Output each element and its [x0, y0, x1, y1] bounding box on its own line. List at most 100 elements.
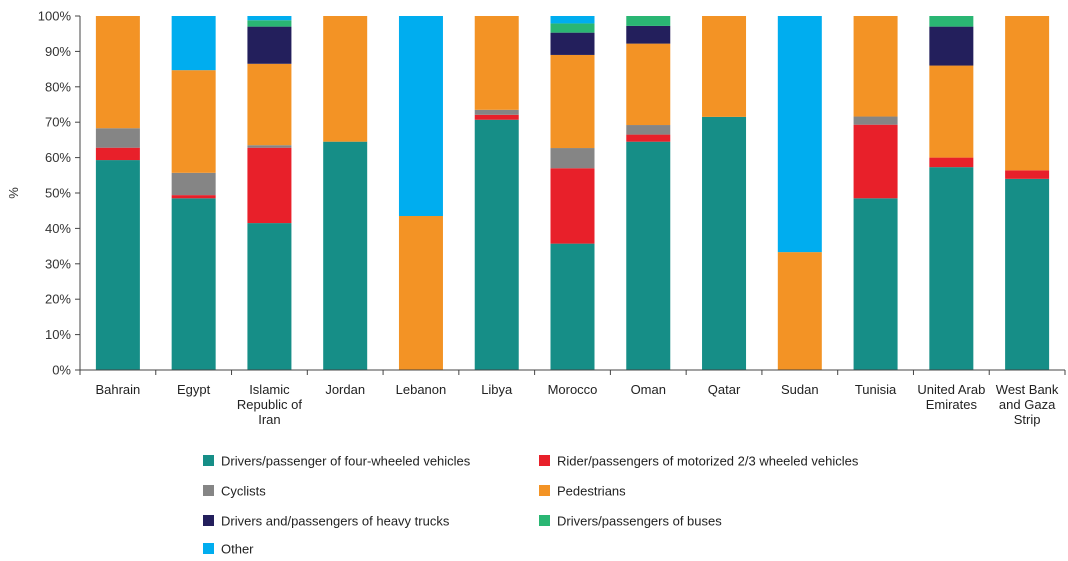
- y-tick-label: 40%: [45, 221, 71, 236]
- x-tick-label-line: Sudan: [781, 382, 819, 397]
- x-tick-label: United Arab Emirates: [917, 382, 985, 412]
- legend-label: Other: [221, 542, 254, 557]
- x-tick-label-line: Qatar: [708, 382, 741, 397]
- x-tick-label: Egypt: [177, 382, 211, 397]
- bar-segment: [853, 198, 898, 370]
- legend: Drivers/passenger of four-wheeled vehicl…: [203, 454, 859, 557]
- bar-segment: [247, 223, 292, 370]
- legend-item: Cyclists: [203, 484, 266, 499]
- x-tick-label-line: United Arab: [917, 382, 985, 397]
- bar-segment: [398, 16, 443, 217]
- legend-swatch: [539, 515, 550, 526]
- y-tick-label: 30%: [45, 256, 71, 271]
- bar-segment: [550, 16, 595, 24]
- bar-segment: [95, 147, 140, 161]
- x-axis-labels: Bahrain Egypt Islamic Republic of Iran Jordan…: [79, 370, 1066, 427]
- bar-segment: [929, 16, 974, 27]
- bar-segment: [171, 198, 216, 370]
- bar-segment: [398, 216, 443, 370]
- x-tick-label-line: Oman: [631, 382, 666, 397]
- bar-segment: [247, 145, 292, 148]
- bar-segment: [247, 20, 292, 27]
- legend-item: Other: [203, 542, 254, 557]
- bar-segment: [171, 70, 216, 173]
- legend-item: Rider/passengers of motorized 2/3 wheele…: [539, 454, 859, 469]
- y-tick-label: 70%: [45, 115, 71, 130]
- legend-label: Drivers and/passengers of heavy trucks: [221, 514, 450, 529]
- bar-segment: [1005, 178, 1050, 370]
- x-tick-label-line: Tunisia: [855, 382, 897, 397]
- x-tick-label-line: and Gaza: [999, 397, 1056, 412]
- bar-segment: [323, 141, 368, 370]
- y-tick-label: 60%: [45, 150, 71, 165]
- x-tick-label-line: Islamic: [249, 382, 290, 397]
- x-tick-label: Jordan: [325, 382, 365, 397]
- legend-label: Cyclists: [221, 484, 266, 499]
- x-tick-label: Oman: [631, 382, 666, 397]
- bar-segment: [626, 134, 671, 142]
- bar-segment: [929, 157, 974, 168]
- bar-segment: [550, 54, 595, 149]
- bar-segment: [550, 148, 595, 169]
- x-tick-label-line: Strip: [1014, 412, 1041, 427]
- x-tick-label: Tunisia: [855, 382, 897, 397]
- bar-segment: [247, 26, 292, 64]
- bars: [95, 16, 1050, 370]
- x-tick-label-line: Emirates: [926, 397, 978, 412]
- y-tick-label: 10%: [45, 327, 71, 342]
- legend-label: Rider/passengers of motorized 2/3 wheele…: [557, 454, 859, 469]
- bar-segment: [171, 16, 216, 71]
- bar-segment: [929, 167, 974, 370]
- legend-label: Drivers/passengers of buses: [557, 514, 722, 529]
- bar-segment: [777, 252, 822, 370]
- bar-segment: [626, 141, 671, 370]
- y-tick-label: 50%: [45, 186, 71, 201]
- legend-item: Pedestrians: [539, 484, 626, 499]
- bar-segment: [1005, 170, 1050, 179]
- bar-segment: [929, 26, 974, 66]
- bar-segment: [853, 16, 898, 117]
- x-tick-label: Libya: [481, 382, 513, 397]
- bar-segment: [626, 43, 671, 126]
- bar-segment: [777, 16, 822, 253]
- x-tick-label-line: Morocco: [548, 382, 598, 397]
- x-tick-label-line: Republic of: [237, 397, 302, 412]
- legend-label: Pedestrians: [557, 484, 626, 499]
- bar-segment: [1005, 16, 1050, 171]
- x-tick-label: Qatar: [708, 382, 741, 397]
- legend-item: Drivers/passenger of four-wheeled vehicl…: [203, 454, 471, 469]
- legend-swatch: [203, 455, 214, 466]
- x-tick-label: Islamic Republic of Iran: [237, 382, 302, 427]
- x-tick-label-line: Lebanon: [396, 382, 447, 397]
- legend-item: Drivers/passengers of buses: [539, 514, 722, 529]
- bar-segment: [550, 243, 595, 370]
- bar-segment: [853, 116, 898, 125]
- legend-swatch: [203, 515, 214, 526]
- bar-segment: [171, 195, 216, 199]
- x-tick-label-line: Bahrain: [95, 382, 140, 397]
- bar-segment: [474, 114, 519, 120]
- legend-swatch: [203, 485, 214, 496]
- legend-item: Drivers and/passengers of heavy trucks: [203, 514, 450, 529]
- x-tick-label-line: West Bank: [996, 382, 1059, 397]
- bar-segment: [626, 125, 671, 135]
- bar-segment: [550, 168, 595, 244]
- x-tick-label-line: Iran: [258, 412, 280, 427]
- bar-segment: [474, 119, 519, 370]
- y-tick-label: 90%: [45, 44, 71, 59]
- bar-segment: [853, 124, 898, 199]
- x-tick-label-line: Libya: [481, 382, 513, 397]
- x-tick-label-line: Egypt: [177, 382, 211, 397]
- bar-segment: [626, 25, 671, 44]
- bar-segment: [929, 65, 974, 158]
- x-tick-label: Bahrain: [95, 382, 140, 397]
- x-tick-label: Lebanon: [396, 382, 447, 397]
- y-tick-label: 20%: [45, 292, 71, 307]
- bar-segment: [474, 16, 519, 110]
- y-tick-label: 0%: [52, 363, 71, 378]
- bar-segment: [626, 16, 671, 26]
- bar-segment: [702, 16, 747, 117]
- x-tick-label: Morocco: [548, 382, 598, 397]
- bar-segment: [474, 109, 519, 115]
